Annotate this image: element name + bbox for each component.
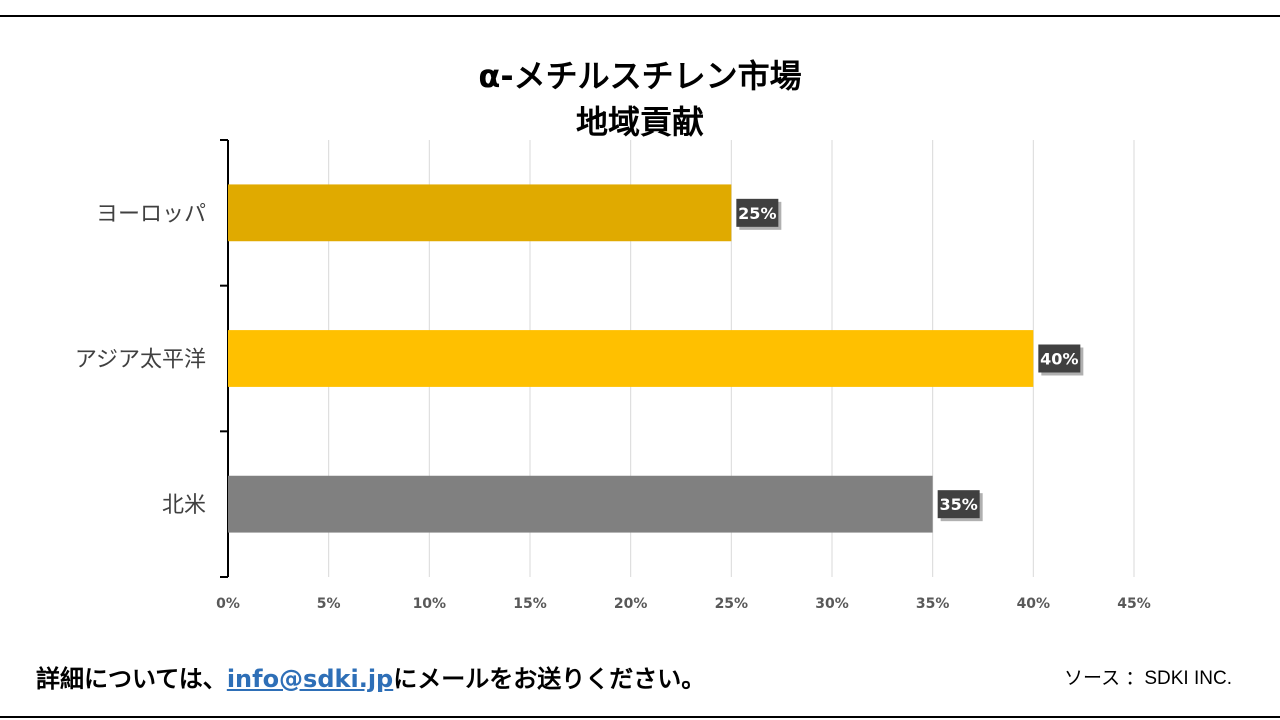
x-tick-label: 30% (815, 596, 849, 612)
data-label-box (1038, 344, 1081, 373)
top-rule (0, 15, 1280, 17)
data-label: 35% (940, 495, 978, 514)
contact-suffix: にメールをお送りください。 (393, 665, 706, 693)
chart-title-line1: α-メチルスチレン市場 (478, 57, 802, 95)
bar (228, 475, 933, 533)
data-label-box (736, 198, 779, 227)
data-label-box (937, 490, 980, 519)
email-link[interactable]: info@sdki.jp (226, 665, 394, 693)
x-tick-label: 5% (317, 596, 341, 612)
category-label: 北米 (162, 493, 206, 518)
category-label: ヨーロッパ (96, 202, 206, 227)
contact-prefix: 詳細については、 (36, 665, 227, 693)
x-tick-label: 15% (513, 596, 547, 612)
category-label: アジア太平洋 (75, 348, 206, 373)
x-tick-label: 20% (614, 596, 648, 612)
contact-note: 詳細については、info@sdki.jpにメールをお送りください。 (36, 662, 705, 696)
category-axis (220, 139, 229, 578)
x-tick-labels: 0% 5% 10% 15% 20% 25% 30% 35% 40% 45% (216, 596, 1151, 612)
x-tick-label: 35% (916, 596, 950, 612)
x-tick-label: 40% (1017, 596, 1051, 612)
bars (228, 184, 1034, 533)
bar (228, 184, 732, 242)
x-tick-label: 25% (715, 596, 749, 612)
data-labels: 25% 40% 35% (736, 198, 1084, 522)
data-label: 25% (738, 204, 776, 223)
bottom-rule (0, 716, 1280, 718)
x-tick-label: 10% (413, 596, 447, 612)
source-note: ソース ：SDKI INC. (1064, 668, 1232, 689)
data-label: 40% (1040, 350, 1078, 369)
x-tick-label: 0% (216, 596, 240, 612)
chart-title-line2: 地域貢献 (575, 103, 704, 141)
x-tick-label: 45% (1117, 596, 1151, 612)
bar-chart: 25% 40% 35% 0% 5% 10% 15% 20% 25% 30% 35% 40% 45% ヨ… (75, 139, 1151, 612)
bar (228, 330, 1034, 387)
